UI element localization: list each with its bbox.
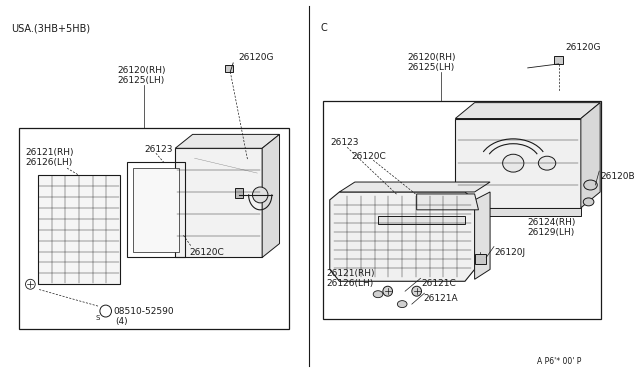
Bar (19, 128, 289, 329)
Polygon shape (262, 134, 280, 257)
Text: 26120G: 26120G (565, 43, 601, 52)
Text: A P6'* 00' P: A P6'* 00' P (538, 357, 582, 366)
Ellipse shape (502, 154, 524, 172)
Text: 26126(LH): 26126(LH) (26, 158, 73, 167)
Text: 26120C: 26120C (189, 247, 225, 257)
Bar (175, 148, 262, 257)
Text: 26125(LH): 26125(LH) (407, 63, 454, 72)
Ellipse shape (397, 301, 407, 308)
Circle shape (412, 286, 422, 296)
Text: 26120J: 26120J (494, 247, 525, 257)
Text: 26120C: 26120C (351, 152, 386, 161)
Ellipse shape (538, 156, 556, 170)
Polygon shape (475, 192, 490, 279)
Bar (38, 175, 120, 284)
Text: S: S (96, 315, 100, 321)
Text: 26124(RH): 26124(RH) (528, 218, 576, 227)
Bar (132, 168, 179, 251)
Polygon shape (339, 182, 490, 192)
Text: 26121(RH): 26121(RH) (26, 148, 74, 157)
Polygon shape (175, 134, 280, 148)
Text: 26120G: 26120G (238, 53, 273, 62)
Text: USA.(3HB+5HB): USA.(3HB+5HB) (11, 23, 90, 33)
Text: 26120B: 26120B (600, 172, 635, 181)
Ellipse shape (583, 198, 594, 206)
Text: (4): (4) (115, 317, 128, 326)
Polygon shape (417, 194, 479, 210)
Circle shape (383, 286, 392, 296)
Ellipse shape (373, 291, 383, 298)
Bar (554, 56, 563, 64)
Ellipse shape (584, 180, 597, 190)
Text: 26121A: 26121A (424, 294, 458, 303)
Text: 08510-52590: 08510-52590 (113, 307, 174, 316)
Text: 26129(LH): 26129(LH) (528, 228, 575, 237)
Bar (323, 101, 601, 319)
Polygon shape (330, 192, 475, 281)
Text: 26121C: 26121C (422, 279, 456, 288)
Bar (235, 188, 243, 198)
Circle shape (253, 187, 268, 203)
Bar (127, 162, 185, 257)
Text: 26121(RH): 26121(RH) (326, 269, 374, 278)
Text: 26123: 26123 (145, 145, 173, 154)
Polygon shape (455, 208, 581, 216)
Polygon shape (455, 103, 600, 119)
Bar (455, 119, 581, 208)
Text: 26120(RH): 26120(RH) (407, 53, 456, 62)
Bar (475, 254, 486, 264)
Polygon shape (581, 103, 600, 208)
Text: 26126(LH): 26126(LH) (326, 279, 373, 288)
Text: C: C (320, 23, 327, 33)
Text: 26125(LH): 26125(LH) (117, 76, 164, 85)
Text: 26123: 26123 (331, 138, 359, 147)
Bar (225, 65, 233, 72)
Text: 26120(RH): 26120(RH) (117, 66, 166, 75)
Bar (378, 216, 465, 224)
